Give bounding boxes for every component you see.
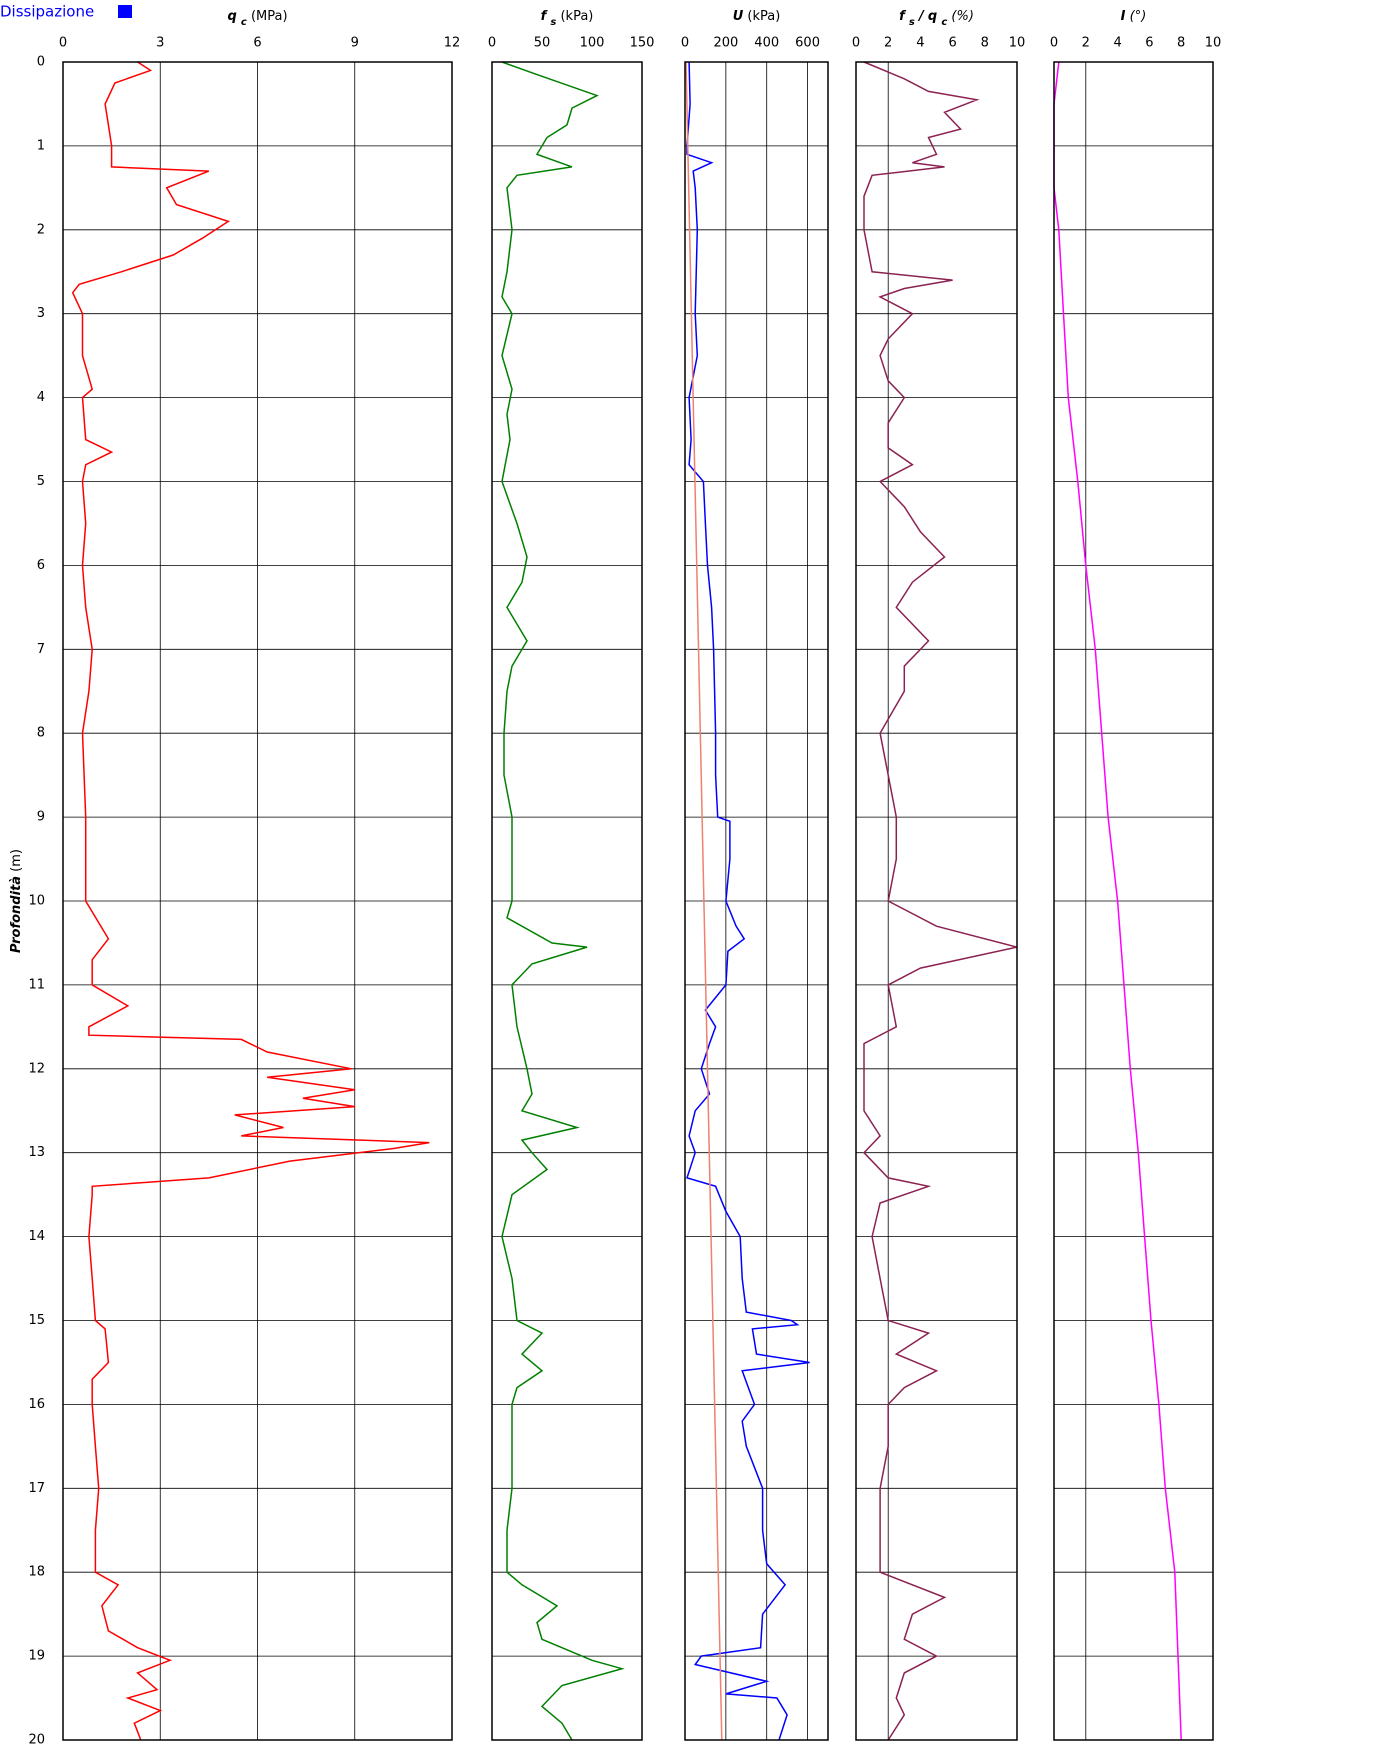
- title-part: U: [733, 9, 744, 24]
- x-tick-label: 10: [1205, 36, 1222, 51]
- y-tick-label: 13: [28, 1145, 45, 1160]
- x-tick-label: 100: [580, 36, 605, 51]
- x-tick-label: 2: [1082, 36, 1090, 51]
- y-tick-label: 2: [37, 222, 45, 237]
- x-tick-label: 4: [1113, 36, 1121, 51]
- title-unit: (MPa): [251, 9, 288, 24]
- x-tick-label: 0: [488, 36, 496, 51]
- depth-profile: [71, 61, 430, 1741]
- y-tick-label: 10: [28, 894, 45, 909]
- title-unit: (%): [951, 9, 974, 24]
- x-tick-label: 0: [681, 36, 689, 51]
- y-tick-label: 14: [28, 1229, 45, 1244]
- dissipation-label[interactable]: Dissipazione: [0, 3, 94, 21]
- y-tick-label: 20: [28, 1733, 45, 1746]
- title-unit: (kPa): [560, 9, 593, 24]
- x-tick-label: 0: [1050, 36, 1058, 51]
- title-part: s: [550, 17, 556, 28]
- x-tick-label: 200: [713, 36, 738, 51]
- y-tick-label: 19: [28, 1649, 45, 1664]
- x-tick-label: 2: [884, 36, 892, 51]
- panel-frame: [62, 61, 453, 1741]
- depth-profile: [862, 61, 1018, 1741]
- x-tick-label: 0: [852, 36, 860, 51]
- title-part: f: [541, 9, 549, 24]
- x-tick-label: 50: [534, 36, 551, 51]
- y-tick-label: 18: [28, 1565, 45, 1580]
- x-tick-label: 8: [1177, 36, 1185, 51]
- title-unit: (kPa): [747, 9, 780, 24]
- y-title-unit: (m): [9, 849, 24, 872]
- title-part: q: [928, 9, 937, 24]
- x-tick-label: 3: [156, 36, 164, 51]
- y-tick-label: 4: [37, 390, 45, 405]
- title-unit: (°): [1130, 9, 1147, 24]
- y-axis-title: Profondità (m): [9, 849, 24, 953]
- y-tick-label: 9: [37, 810, 45, 825]
- panel-frame: [684, 61, 829, 1741]
- x-tick-label: 600: [795, 36, 820, 51]
- y-tick-label: 16: [28, 1397, 45, 1412]
- panel-frame: [491, 61, 643, 1741]
- depth-profile: [501, 61, 625, 1741]
- x-tick-label: 6: [253, 36, 261, 51]
- y-tick-label: 1: [37, 138, 45, 153]
- y-tick-label: 5: [37, 474, 45, 489]
- y-tick-label: 8: [37, 726, 45, 741]
- depth-profile: [686, 61, 810, 1741]
- x-tick-label: 9: [351, 36, 359, 51]
- y-tick-label: 12: [28, 1061, 45, 1076]
- x-axis-title: U (kPa): [733, 9, 781, 24]
- x-tick-label: 6: [1145, 36, 1153, 51]
- x-axis-title: f s / q c (%): [899, 9, 974, 28]
- title-part: /: [917, 9, 925, 24]
- panel-frame: [855, 61, 1018, 1741]
- x-axis-title: q c (MPa): [227, 9, 287, 28]
- y-tick-label: 15: [28, 1313, 45, 1328]
- title-part: q: [227, 9, 236, 24]
- x-tick-label: 8: [981, 36, 989, 51]
- y-tick-label: 17: [28, 1481, 45, 1496]
- x-tick-label: 6: [948, 36, 956, 51]
- depth-profile: [1053, 61, 1182, 1741]
- x-tick-label: 4: [916, 36, 924, 51]
- y-title-main: Profondità: [9, 876, 24, 953]
- y-tick-label: 11: [28, 977, 45, 992]
- title-part: I: [1121, 9, 1126, 24]
- x-tick-label: 12: [444, 36, 461, 51]
- y-tick-label: 6: [37, 558, 45, 573]
- x-tick-label: 10: [1009, 36, 1026, 51]
- x-tick-label: 400: [754, 36, 779, 51]
- y-tick-label: 0: [37, 55, 45, 70]
- title-part: c: [241, 17, 247, 28]
- dissipation-swatch[interactable]: [118, 5, 132, 18]
- x-tick-label: 150: [630, 36, 655, 51]
- panel-frame: [1053, 61, 1214, 1741]
- depth-profile: [685, 61, 723, 1741]
- x-axis-title: I (°): [1121, 9, 1147, 24]
- x-axis-title: f s (kPa): [541, 9, 594, 28]
- y-tick-label: 3: [37, 306, 45, 321]
- x-tick-label: 0: [59, 36, 67, 51]
- y-tick-label: 7: [37, 642, 45, 657]
- title-part: s: [909, 17, 915, 28]
- title-part: f: [899, 9, 907, 24]
- title-part: c: [941, 17, 947, 28]
